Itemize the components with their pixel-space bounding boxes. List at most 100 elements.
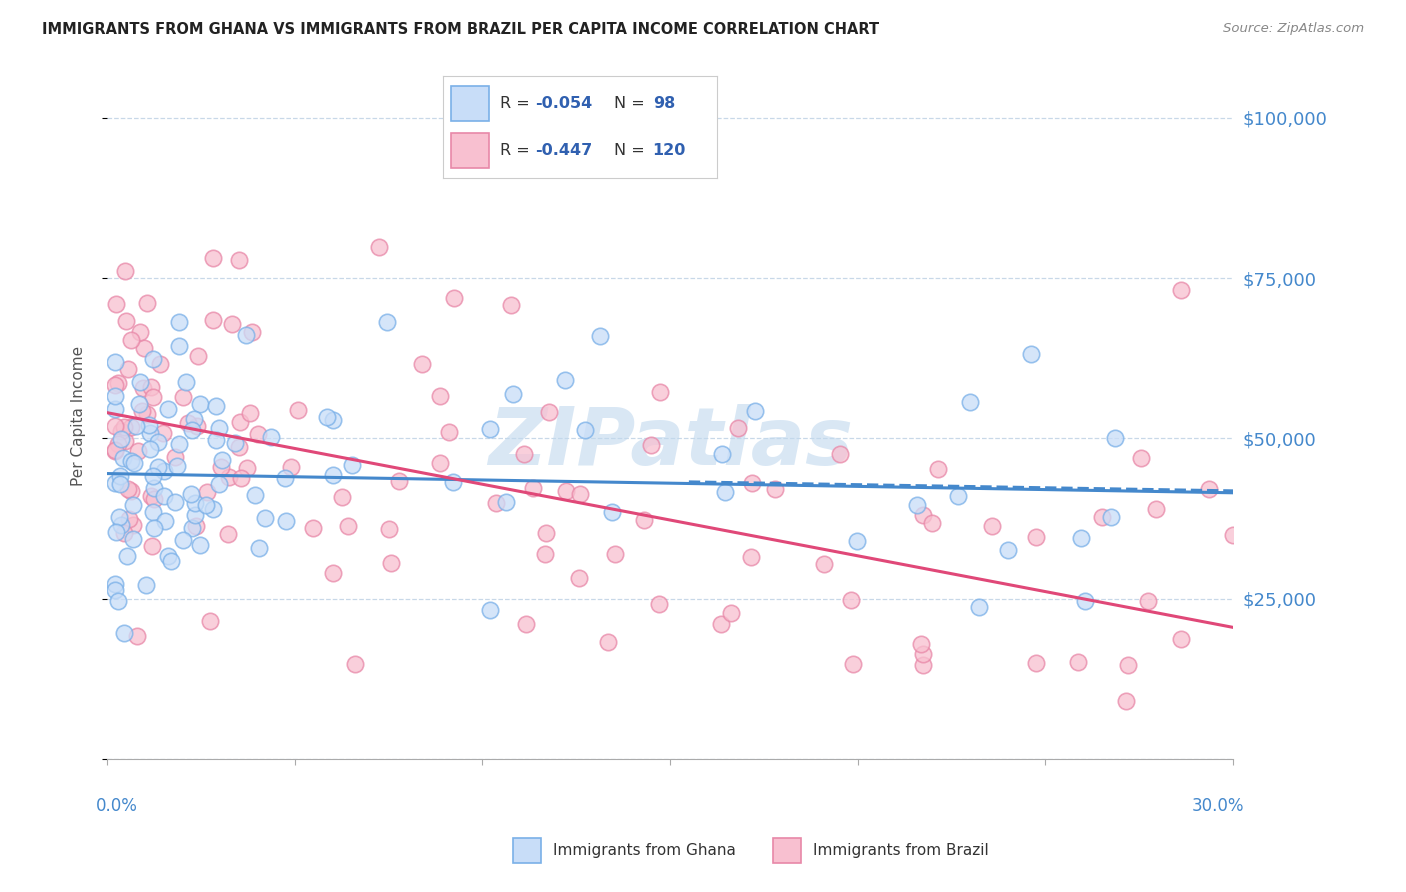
Point xyxy=(224,436,246,450)
Text: IMMIGRANTS FROM GHANA VS IMMIGRANTS FROM BRAZIL PER CAPITA INCOME CORRELATION CH: IMMIGRANTS FROM GHANA VS IMMIGRANTS FROM… xyxy=(42,22,879,37)
Point xyxy=(187,349,209,363)
Point xyxy=(648,384,671,399)
Point xyxy=(380,557,402,571)
Point xyxy=(1115,694,1137,708)
Point xyxy=(287,402,309,417)
Point xyxy=(239,406,262,420)
Point xyxy=(180,487,202,501)
Point xyxy=(1099,509,1122,524)
Point xyxy=(501,298,523,312)
Point xyxy=(107,437,129,451)
Point xyxy=(522,481,544,495)
Point xyxy=(554,373,576,387)
Point xyxy=(830,447,852,461)
Point xyxy=(117,362,139,376)
Point xyxy=(727,421,749,435)
Point xyxy=(105,524,128,539)
Point xyxy=(128,325,150,339)
Point xyxy=(240,325,263,339)
Point xyxy=(322,468,344,483)
Point xyxy=(138,425,160,440)
Point xyxy=(343,657,366,671)
Point xyxy=(108,509,131,524)
Point xyxy=(112,526,135,541)
Point xyxy=(201,252,224,266)
Point xyxy=(110,424,132,438)
Point xyxy=(443,291,465,305)
Point xyxy=(120,453,142,467)
Point xyxy=(180,423,202,437)
Point xyxy=(208,421,231,435)
Point xyxy=(128,397,150,411)
Y-axis label: Per Capita Income: Per Capita Income xyxy=(72,346,86,486)
Point xyxy=(302,521,325,535)
Point xyxy=(114,263,136,277)
Point xyxy=(142,468,165,483)
Point xyxy=(120,420,142,434)
Point xyxy=(138,417,160,432)
Point xyxy=(103,443,125,458)
Point xyxy=(959,394,981,409)
Point xyxy=(157,549,180,564)
Point xyxy=(122,456,145,470)
Point xyxy=(315,410,337,425)
Point xyxy=(131,381,153,395)
Point xyxy=(152,425,174,440)
Point xyxy=(141,380,163,394)
Point xyxy=(911,657,934,672)
Point xyxy=(368,240,391,254)
Point xyxy=(157,402,180,417)
Point xyxy=(186,419,208,434)
Point xyxy=(190,397,212,411)
Point xyxy=(912,508,935,523)
Text: R =: R = xyxy=(501,96,536,111)
Point xyxy=(1170,632,1192,647)
Text: 120: 120 xyxy=(652,144,686,158)
Point xyxy=(139,489,162,503)
Point xyxy=(103,443,125,458)
Point xyxy=(121,532,143,546)
Point xyxy=(108,469,131,483)
Point xyxy=(537,405,560,419)
Point xyxy=(174,375,197,389)
Point xyxy=(134,341,156,355)
Point xyxy=(741,475,763,490)
Point xyxy=(1074,593,1097,607)
Point xyxy=(1170,283,1192,297)
Point xyxy=(714,485,737,500)
Text: 98: 98 xyxy=(652,96,675,111)
Point xyxy=(112,420,135,434)
Text: Source: ZipAtlas.com: Source: ZipAtlas.com xyxy=(1223,22,1364,36)
Point xyxy=(172,533,194,548)
Point xyxy=(110,476,132,491)
Point xyxy=(603,548,626,562)
Point xyxy=(247,426,270,441)
Point xyxy=(441,475,464,489)
Point xyxy=(103,355,125,369)
Point xyxy=(107,593,129,607)
Point xyxy=(254,511,277,525)
Point xyxy=(107,376,129,390)
Point xyxy=(711,447,734,461)
Point xyxy=(125,419,148,434)
Point xyxy=(1198,483,1220,497)
Point xyxy=(429,457,451,471)
Point xyxy=(143,521,166,535)
Point xyxy=(554,484,576,499)
Point xyxy=(600,504,623,518)
Point xyxy=(165,450,187,465)
Point xyxy=(138,442,160,457)
Point xyxy=(574,424,596,438)
Text: 0.0%: 0.0% xyxy=(96,797,138,814)
Point xyxy=(127,629,149,643)
Point xyxy=(1067,656,1090,670)
Point xyxy=(114,314,136,328)
Point xyxy=(845,534,868,549)
Point xyxy=(813,557,835,571)
Point xyxy=(245,488,267,502)
Point xyxy=(839,592,862,607)
Point xyxy=(640,438,662,452)
Point xyxy=(921,516,943,530)
Point xyxy=(228,253,250,268)
Text: -0.447: -0.447 xyxy=(534,144,592,158)
